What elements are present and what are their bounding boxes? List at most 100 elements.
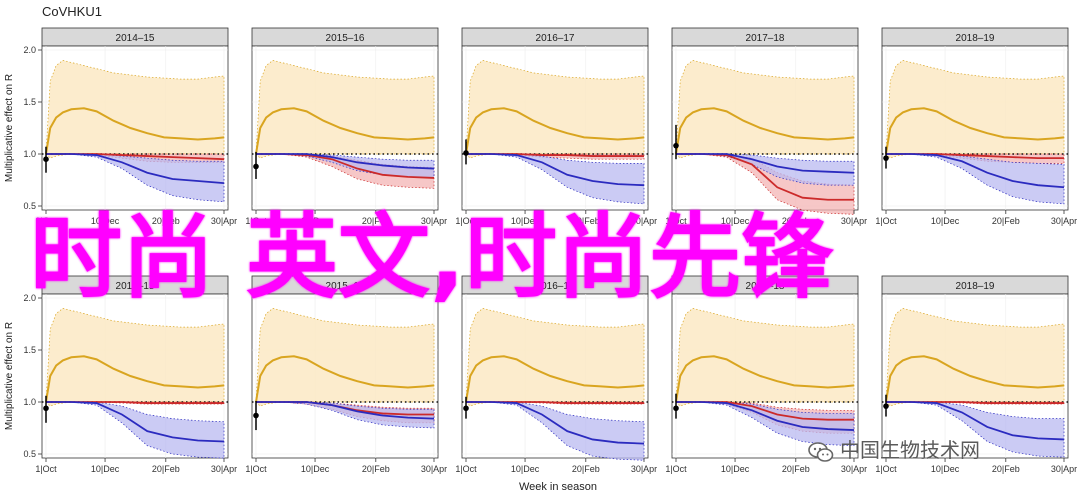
wechat-logo-icon xyxy=(808,441,834,462)
series-line-blue xyxy=(466,401,645,445)
x-tick-label: 30|Apr xyxy=(1051,464,1077,474)
series-line-yellow xyxy=(45,107,225,155)
series-line-blue xyxy=(256,153,435,170)
ci-ribbon-blue xyxy=(466,401,645,461)
series-line-yellow xyxy=(675,355,855,403)
x-tick-label: 10|Dec xyxy=(721,216,750,226)
start-point xyxy=(463,150,469,156)
start-point xyxy=(673,142,679,149)
start-point xyxy=(43,405,49,412)
watermark-text: 中国生物技术网 xyxy=(840,438,980,462)
y-tick-label: 2.0 xyxy=(23,45,36,55)
ci-ribbon-blue xyxy=(676,401,855,447)
overlay-headline: 时尚 英文,时尚先锋 xyxy=(30,204,833,311)
x-tick-label: 10|Dec xyxy=(91,216,120,226)
ci-ribbon-yellow xyxy=(255,308,435,407)
x-tick-label: 1|Oct xyxy=(665,464,687,474)
ci-ribbon-blue xyxy=(886,401,1065,458)
x-tick-label: 10|Dec xyxy=(511,464,540,474)
series-line-blue xyxy=(46,401,225,443)
series-line-blue xyxy=(46,153,225,185)
ci-ribbon-yellow xyxy=(465,308,645,407)
x-tick-label: 10|Dec xyxy=(511,216,540,226)
start-point xyxy=(463,405,469,412)
facet-strip-label: 2018–19 xyxy=(956,33,995,44)
x-tick-label: 10|Dec xyxy=(931,464,960,474)
ci-ribbon-blue xyxy=(676,153,855,186)
x-axis-label: Week in season xyxy=(519,481,597,493)
facet-strip-label: 2017–18 xyxy=(746,33,785,44)
x-tick-label: 20|Feb xyxy=(362,216,390,226)
x-tick-label: 1|Oct xyxy=(875,464,897,474)
x-tick-label: 20|Feb xyxy=(572,464,600,474)
ci-ribbon-yellow xyxy=(885,308,1065,407)
series-line-blue xyxy=(676,401,855,431)
series-line-yellow xyxy=(675,107,855,155)
series-line-yellow xyxy=(255,107,435,155)
series-line-yellow xyxy=(465,355,645,403)
x-tick-label: 1|Oct xyxy=(35,216,57,226)
y-tick-label: 1.5 xyxy=(23,97,36,107)
series-line-blue xyxy=(676,153,855,174)
facet-strip-label: 2016–17 xyxy=(536,33,575,44)
series-line-blue xyxy=(886,153,1065,189)
x-tick-label: 30|Apr xyxy=(631,464,657,474)
x-tick-label: 20|Feb xyxy=(362,464,390,474)
series-line-yellow xyxy=(465,107,645,155)
series-line-yellow xyxy=(885,107,1065,155)
series-line-yellow xyxy=(885,355,1065,403)
x-tick-label: 1|Oct xyxy=(665,216,687,226)
facet-strip-label: 2017–18 xyxy=(746,281,785,292)
x-tick-label: 1|Oct xyxy=(875,216,897,226)
ci-ribbon-yellow xyxy=(45,60,225,159)
y-tick-label: 1.0 xyxy=(23,397,36,407)
x-tick-label: 30|Apr xyxy=(631,216,657,226)
x-tick-label: 30|Apr xyxy=(841,216,867,226)
ci-ribbon-yellow xyxy=(255,60,435,159)
series-line-yellow xyxy=(45,355,225,403)
ci-ribbon-yellow xyxy=(45,308,225,407)
ci-ribbon-blue xyxy=(256,153,435,179)
x-tick-label: 1|Oct xyxy=(35,464,57,474)
y-tick-label: 0.5 xyxy=(23,201,36,211)
ci-ribbon-yellow xyxy=(675,60,855,159)
start-point xyxy=(43,156,49,162)
x-tick-label: 1|Oct xyxy=(455,464,477,474)
x-tick-label: 30|Apr xyxy=(211,464,237,474)
start-point xyxy=(883,155,889,161)
x-tick-label: 20|Feb xyxy=(992,216,1020,226)
x-tick-label: 20|Feb xyxy=(152,464,180,474)
x-tick-label: 10|Dec xyxy=(301,464,330,474)
facet-strip-label: 2014–15 xyxy=(116,281,155,292)
ci-ribbon-blue xyxy=(46,401,225,459)
x-tick-label: 1|Oct xyxy=(245,216,267,226)
ci-ribbon-yellow xyxy=(675,308,855,407)
facet-strip-label: 2015–16 xyxy=(326,33,365,44)
ci-ribbon-yellow xyxy=(465,60,645,159)
x-tick-label: 30|Apr xyxy=(211,216,237,226)
start-point xyxy=(883,403,889,409)
series-line-blue xyxy=(886,401,1065,441)
x-tick-label: 20|Feb xyxy=(992,464,1020,474)
x-tick-label: 1|Oct xyxy=(455,216,477,226)
facet-strip-label: 2016–17 xyxy=(536,281,575,292)
ci-ribbon-blue xyxy=(256,401,435,429)
x-tick-label: 1|Oct xyxy=(245,464,267,474)
x-tick-label: 30|Apr xyxy=(841,464,867,474)
ci-ribbon-yellow xyxy=(885,60,1065,159)
x-tick-label: 10|Dec xyxy=(721,464,750,474)
x-tick-label: 20|Feb xyxy=(572,216,600,226)
x-tick-label: 10|Dec xyxy=(91,464,120,474)
facet-strip-label: 2018–19 xyxy=(956,281,995,292)
x-tick-label: 30|Apr xyxy=(421,216,447,226)
y-tick-label: 1.0 xyxy=(23,149,36,159)
start-point xyxy=(253,412,259,419)
x-tick-label: 10|Dec xyxy=(301,216,330,226)
start-point xyxy=(673,405,679,412)
x-tick-label: 20|Feb xyxy=(782,464,810,474)
x-tick-label: 30|Apr xyxy=(421,464,447,474)
series-line-blue xyxy=(466,153,645,187)
panel-title: CoVHKU1 xyxy=(42,4,102,19)
watermark: 中国生物技术网 xyxy=(808,436,1058,464)
